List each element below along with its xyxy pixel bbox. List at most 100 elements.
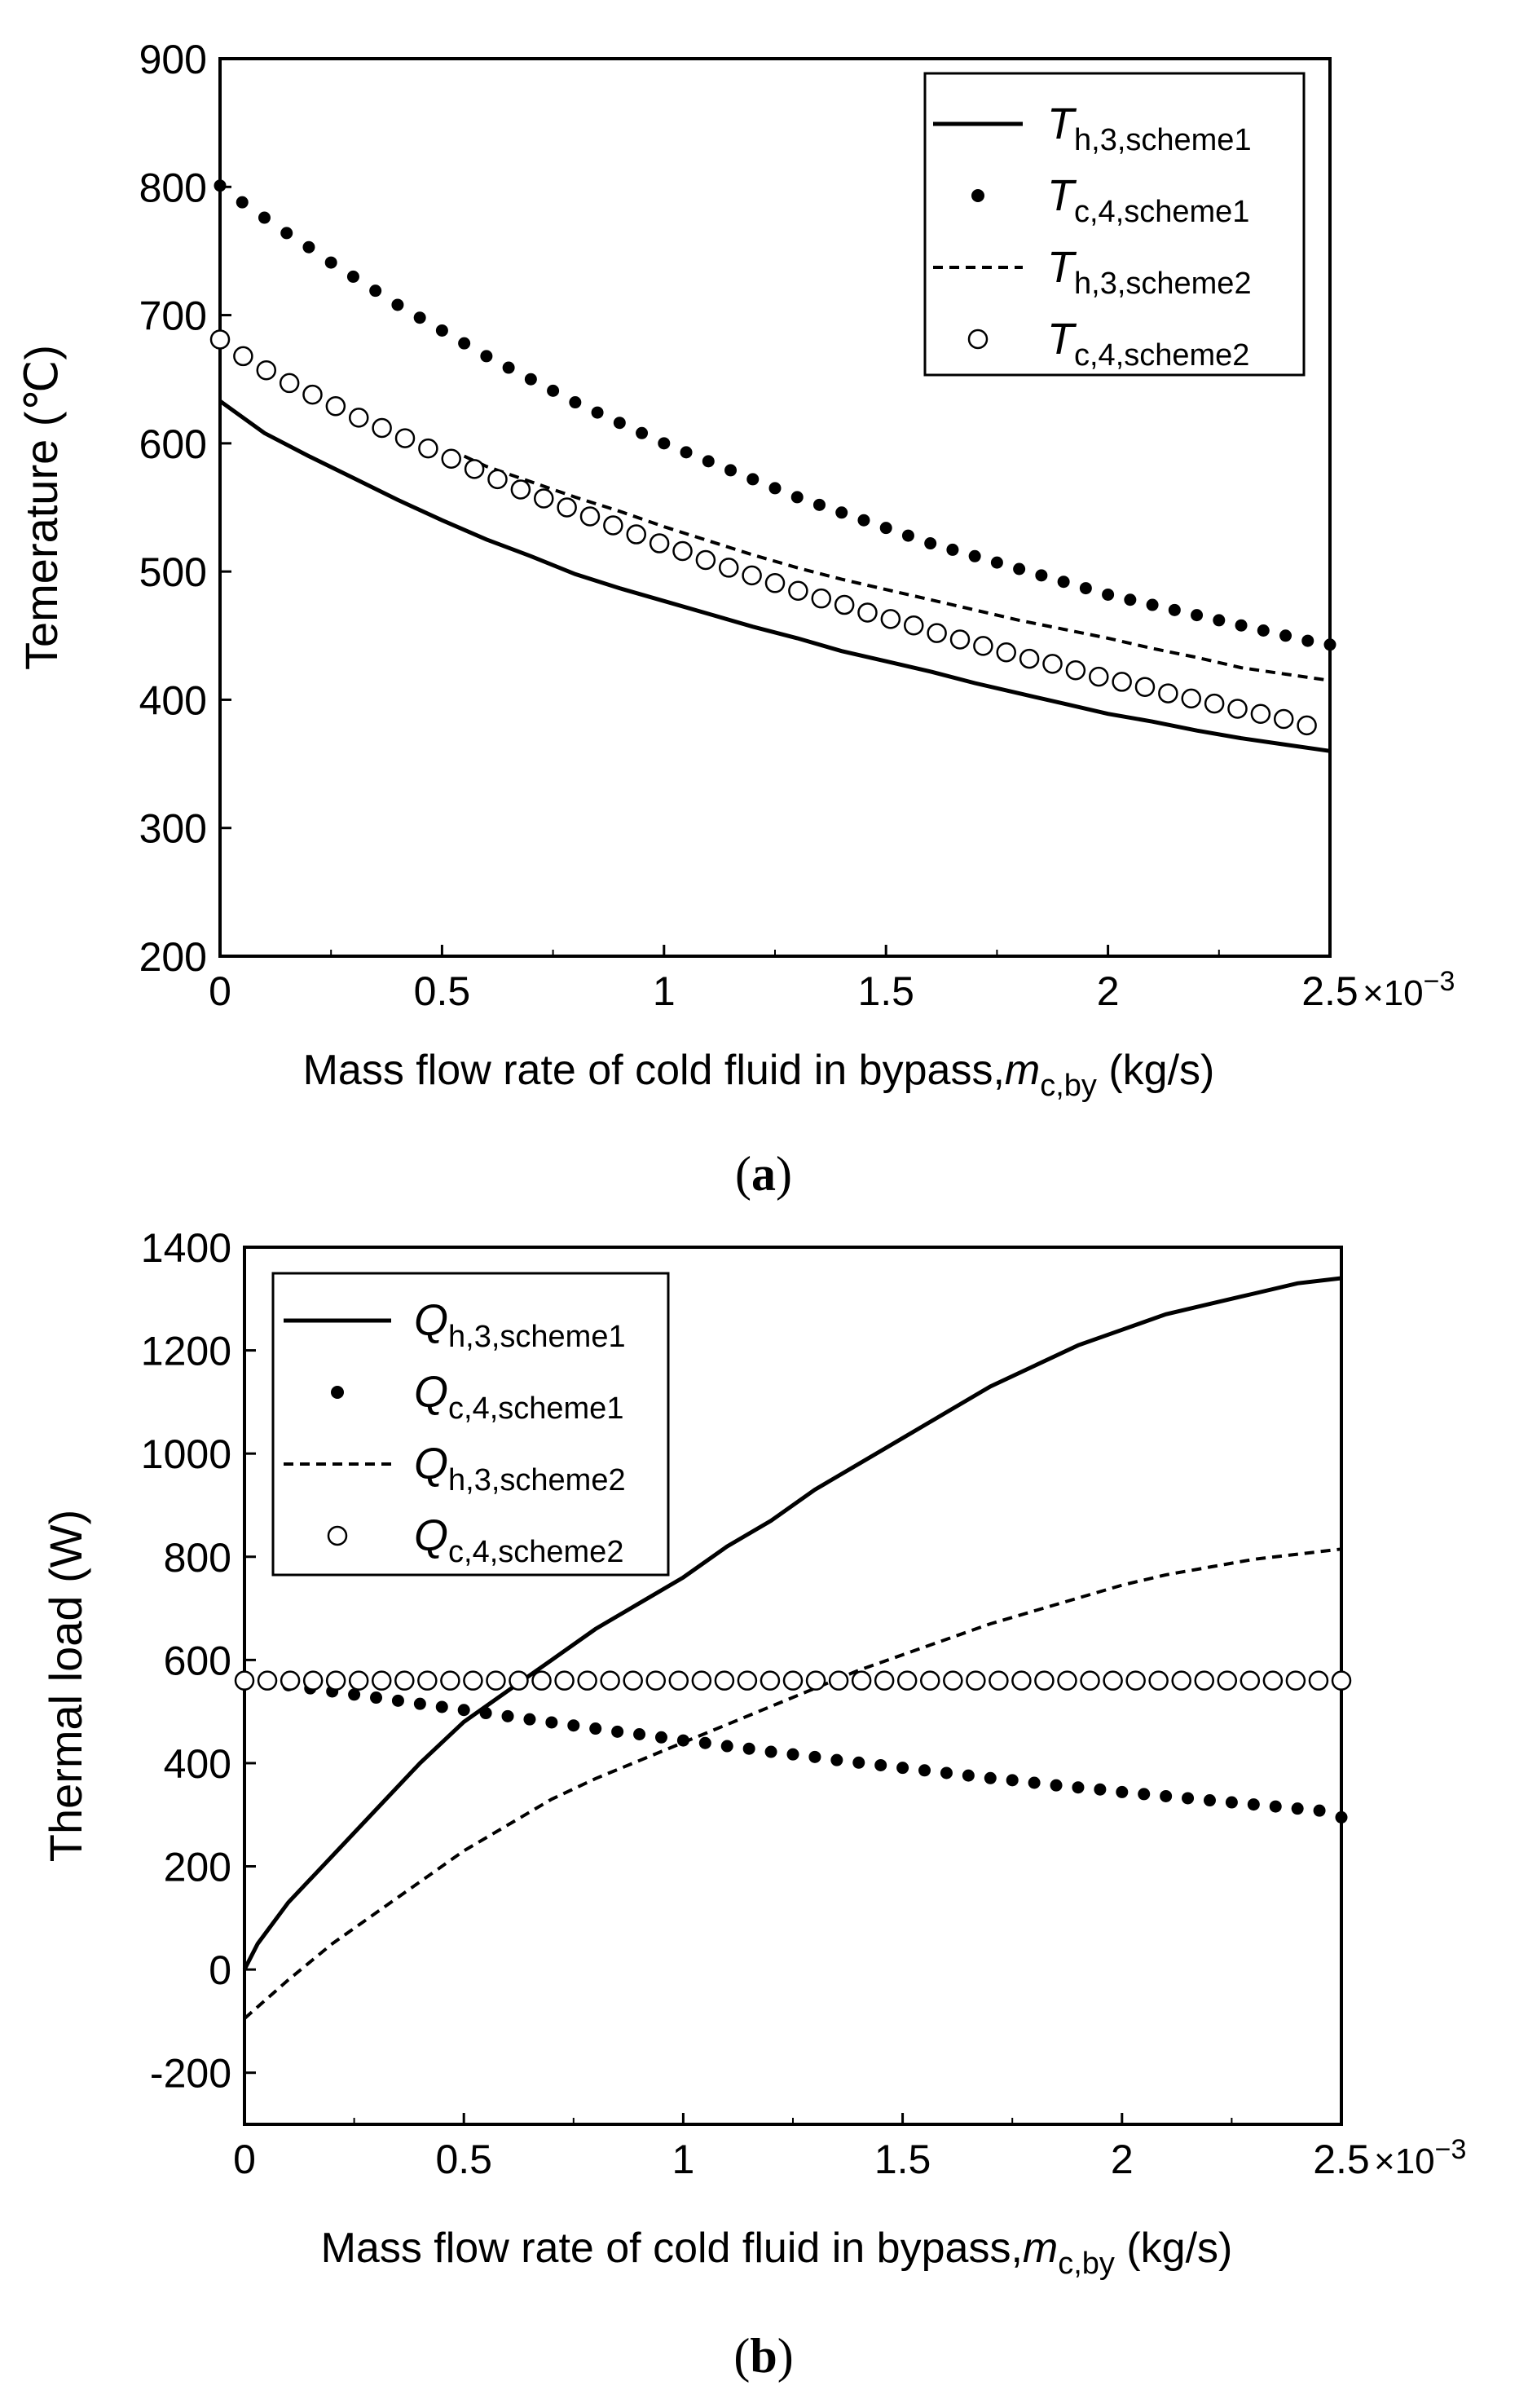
data-point — [435, 1700, 448, 1713]
data-point — [1273, 708, 1294, 730]
data-point — [391, 298, 404, 311]
data-point — [623, 1670, 643, 1691]
data-point — [279, 373, 300, 394]
data-point — [989, 1670, 1009, 1691]
data-point — [567, 1719, 580, 1732]
data-point — [1181, 688, 1201, 709]
data-point — [523, 1713, 536, 1726]
data-point — [349, 408, 369, 428]
data-point — [502, 361, 515, 374]
data-point — [918, 1764, 931, 1777]
data-point — [834, 594, 855, 615]
data-point — [369, 284, 382, 298]
legend-label: Tc,4,scheme2 — [1047, 315, 1249, 373]
data-point — [1191, 609, 1204, 622]
data-point — [613, 417, 626, 430]
data-point — [1168, 603, 1181, 616]
data-point — [1240, 1670, 1261, 1691]
data-point — [737, 1670, 758, 1691]
data-point — [1146, 598, 1159, 611]
series-T_c,4,scheme2 — [209, 329, 1317, 736]
data-point — [236, 196, 249, 209]
data-point — [524, 373, 537, 386]
y-tick-label: 500 — [139, 549, 207, 595]
data-point — [1182, 1792, 1195, 1805]
y-tick-label: 200 — [164, 1845, 231, 1890]
data-point — [214, 179, 227, 192]
data-point — [302, 1670, 324, 1691]
data-point — [1227, 699, 1248, 719]
data-point — [1079, 582, 1092, 595]
data-point — [830, 1753, 843, 1766]
y-tick-label: 600 — [139, 421, 207, 467]
data-point — [1057, 1670, 1077, 1691]
data-point — [348, 1688, 361, 1701]
data-point — [695, 549, 716, 571]
data-point — [1011, 1670, 1032, 1691]
data-point — [463, 1670, 483, 1691]
data-point — [1213, 614, 1226, 627]
y-axis-label: Temerature (℃) — [15, 345, 67, 670]
y-tick-label: 600 — [164, 1638, 231, 1683]
x-multiplier: ×10−3 — [1363, 966, 1455, 1013]
data-point — [1279, 629, 1292, 642]
data-point — [1103, 1670, 1123, 1691]
data-point — [510, 479, 531, 500]
data-point — [1089, 666, 1109, 687]
x-tick-label: 1 — [672, 2137, 694, 2182]
y-axis-label: Thermal load (W) — [40, 1510, 91, 1863]
data-point — [1225, 1796, 1238, 1809]
y-tick-label: 1400 — [141, 1225, 231, 1271]
x-tick-label: 2 — [1111, 2137, 1134, 2182]
data-point — [927, 623, 947, 643]
data-point — [857, 602, 878, 623]
data-point — [603, 515, 623, 536]
data-point — [851, 1670, 872, 1691]
legend: Qh,3,scheme1 Qc,4,scheme1 Qh,3,scheme2 Qc,4… — [271, 1272, 670, 1577]
data-point — [501, 1709, 514, 1722]
data-point — [790, 491, 804, 504]
x-tick-label: 2.5 — [1301, 968, 1358, 1014]
data-point — [672, 540, 693, 562]
data-point — [966, 1670, 986, 1691]
data-point — [1297, 715, 1317, 736]
y-tick-label: 1200 — [141, 1329, 231, 1374]
data-point — [949, 629, 971, 650]
data-point — [370, 1691, 383, 1705]
data-point — [720, 1740, 733, 1753]
legend-swatch — [331, 1386, 344, 1399]
series-Q_c,4,scheme2 — [234, 1670, 1352, 1691]
data-point — [718, 558, 739, 578]
data-point — [742, 1742, 755, 1755]
data-point — [940, 1766, 953, 1780]
data-point — [1034, 1670, 1055, 1691]
data-point — [480, 350, 493, 363]
data-point — [924, 537, 937, 550]
data-point — [943, 1670, 963, 1691]
data-point — [626, 524, 646, 545]
data-point — [1112, 672, 1132, 692]
y-tick-label: 700 — [139, 293, 207, 339]
data-point — [372, 1670, 392, 1691]
data-point — [547, 384, 560, 397]
data-point — [1269, 1800, 1282, 1813]
data-point — [413, 1697, 426, 1710]
data-point — [1094, 1783, 1107, 1796]
data-point — [1308, 1670, 1329, 1691]
legend-label: Qc,4,scheme1 — [414, 1368, 623, 1426]
data-point — [346, 270, 359, 283]
data-point — [464, 459, 485, 479]
x-multiplier: ×10−3 — [1374, 2134, 1466, 2181]
data-point — [874, 1758, 887, 1771]
x-axis-label: Mass flow rate of cold fluid in bypass,m… — [321, 2225, 1233, 2281]
data-point — [458, 337, 471, 350]
data-point — [1247, 1798, 1260, 1811]
data-point — [440, 1670, 460, 1691]
data-point — [1285, 1670, 1306, 1691]
data-point — [1019, 648, 1040, 669]
data-point — [835, 506, 848, 519]
data-point — [1158, 683, 1178, 703]
y-tick-label: 200 — [139, 934, 207, 980]
data-point — [714, 1670, 735, 1691]
